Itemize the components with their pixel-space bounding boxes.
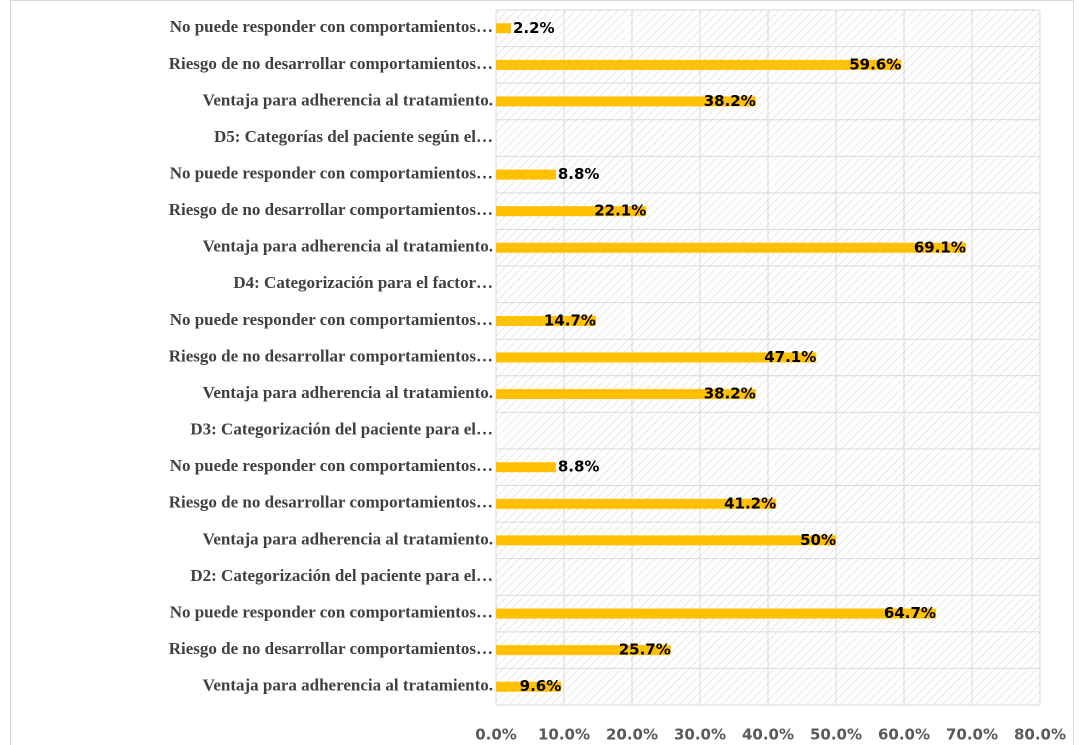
- bar: [496, 498, 777, 509]
- bar: [496, 681, 562, 692]
- y-tick-label: Ventaja para adherencia al tratamiento.: [203, 529, 493, 548]
- y-tick-label: D2: Categorización del paciente para el…: [190, 566, 493, 585]
- bar: [496, 352, 817, 363]
- y-tick-label: No puede responder con comportamientos…: [170, 602, 493, 621]
- bar: [496, 242, 966, 253]
- y-tick-label: Riesgo de no desarrollar comportamientos…: [169, 493, 493, 512]
- y-tick-label: D3: Categorización del paciente para el…: [190, 420, 493, 439]
- chart-border: [10, 0, 1074, 745]
- value-label: 8.8%: [558, 458, 600, 476]
- bar: [496, 389, 756, 400]
- bar: [496, 315, 596, 326]
- x-tick-label: 30.0%: [674, 726, 726, 744]
- value-label: 59.6%: [849, 55, 901, 73]
- y-tick-label: No puede responder con comportamientos…: [170, 17, 493, 36]
- x-tick-label: 50.0%: [810, 726, 862, 744]
- x-tick-label: 70.0%: [946, 726, 998, 744]
- x-tick-label: 80.0%: [1014, 726, 1066, 744]
- bar: [496, 462, 556, 473]
- value-label: 9.6%: [520, 677, 562, 695]
- value-label: 22.1%: [594, 202, 646, 220]
- value-label: 50%: [800, 531, 836, 549]
- y-tick-label: No puede responder con comportamientos…: [170, 164, 493, 183]
- value-label: 2.2%: [513, 19, 555, 37]
- value-label: 47.1%: [764, 348, 816, 366]
- y-tick-label: No puede responder con comportamientos…: [170, 310, 493, 329]
- y-tick-label: Ventaja para adherencia al tratamiento.: [203, 90, 493, 109]
- x-tick-label: 60.0%: [878, 726, 930, 744]
- bar: [496, 96, 756, 107]
- y-tick-label: D5: Categorías del paciente según el…: [214, 127, 493, 146]
- value-label: 25.7%: [619, 641, 671, 659]
- value-label: 38.2%: [704, 92, 756, 110]
- y-tick-label: Riesgo de no desarrollar comportamientos…: [169, 346, 493, 365]
- bar: [496, 169, 556, 180]
- bar: [496, 23, 511, 34]
- bar: [496, 645, 671, 656]
- y-tick-label: Riesgo de no desarrollar comportamientos…: [169, 639, 493, 658]
- value-label: 64.7%: [884, 604, 936, 622]
- y-tick-label: Ventaja para adherencia al tratamiento.: [203, 676, 493, 695]
- value-label: 69.1%: [914, 238, 966, 256]
- x-tick-label: 10.0%: [538, 726, 590, 744]
- bar: [496, 59, 902, 70]
- y-tick-label: Riesgo de no desarrollar comportamientos…: [169, 54, 493, 73]
- value-label: 38.2%: [704, 385, 756, 403]
- y-tick-label: Riesgo de no desarrollar comportamientos…: [169, 200, 493, 219]
- value-label: 14.7%: [544, 311, 596, 329]
- y-tick-label: No puede responder con comportamientos…: [170, 456, 493, 475]
- bar: [496, 608, 936, 619]
- x-tick-label: 20.0%: [606, 726, 658, 744]
- bar: [496, 206, 647, 217]
- value-label: 41.2%: [724, 494, 776, 512]
- x-tick-label: 40.0%: [742, 726, 794, 744]
- value-label: 8.8%: [558, 165, 600, 183]
- y-tick-label: Ventaja para adherencia al tratamiento.: [203, 237, 493, 256]
- x-tick-label: 0.0%: [475, 726, 517, 744]
- bar: [496, 535, 836, 546]
- y-tick-label: Ventaja para adherencia al tratamiento.: [203, 383, 493, 402]
- y-tick-label: D4: Categorización para el factor…: [233, 273, 493, 292]
